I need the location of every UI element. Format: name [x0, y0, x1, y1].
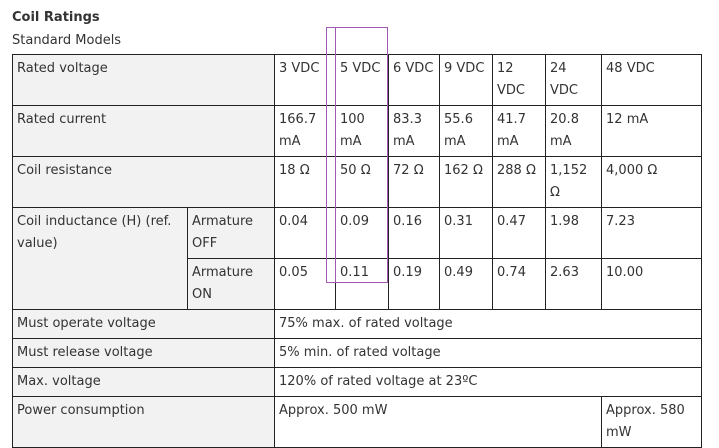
- table-row-rated-current: Rated current 166.7 mA 100 mA 83.3 mA 55…: [11, 105, 703, 157]
- table-cell: 288 Ω: [492, 156, 547, 208]
- table-cell: 12 mA: [601, 105, 703, 157]
- table-cell: 50 Ω: [335, 156, 390, 208]
- table-cell: 0.19: [388, 258, 441, 310]
- table-cell: 75% max. of rated voltage: [274, 309, 703, 339]
- table-cell: 5% min. of rated voltage: [274, 338, 703, 368]
- table-cell: 1.98: [545, 207, 603, 259]
- row-sublabel-armature-off: Armature OFF: [186, 207, 276, 259]
- table-cell: 0.74: [492, 258, 547, 310]
- row-sublabel-armature-on: Armature ON: [186, 258, 276, 310]
- column-header: 3 VDC: [274, 54, 337, 106]
- column-header: 12 VDC: [492, 54, 547, 106]
- table-cell: 166.7 mA: [274, 105, 337, 157]
- table-cell: 0.11: [335, 258, 390, 310]
- table-row-power-consumption: Power consumption Approx. 500 mW Approx.…: [11, 396, 703, 448]
- row-label-max-voltage: Max. voltage: [11, 367, 276, 397]
- row-label-power-consumption: Power consumption: [11, 396, 276, 448]
- table-cell: Approx. 500 mW: [274, 396, 603, 448]
- column-header: 6 VDC: [388, 54, 441, 106]
- table-cell: 41.7 mA: [492, 105, 547, 157]
- table-cell: 7.23: [601, 207, 703, 259]
- column-header: 9 VDC: [439, 54, 494, 106]
- table-cell: 0.09: [335, 207, 390, 259]
- table-cell: 55.6 mA: [439, 105, 494, 157]
- table-cell: 0.04: [274, 207, 337, 259]
- column-header: 5 VDC: [335, 54, 390, 106]
- row-label-coil-inductance: Coil inductance (H) (ref. value): [12, 207, 188, 310]
- table-cell: 10.00: [601, 258, 703, 310]
- row-label-must-release: Must release voltage: [11, 338, 276, 368]
- table-cell: 20.8 mA: [545, 105, 603, 157]
- table-row-coil-resistance: Coil resistance 18 Ω 50 Ω 72 Ω 162 Ω 288…: [11, 156, 703, 208]
- table-cell: 120% of rated voltage at 23ºC: [274, 367, 703, 397]
- table-cell: Approx. 580 mW: [601, 396, 703, 448]
- table-cell: 0.49: [439, 258, 494, 310]
- table-cell: 83.3 mA: [388, 105, 441, 157]
- section-title: Coil Ratings: [12, 10, 100, 25]
- section-subtitle: Standard Models: [12, 33, 122, 48]
- column-header: 48 VDC: [601, 54, 703, 106]
- table-row-armature-off: Coil inductance (H) (ref. value) Armatur…: [12, 207, 703, 310]
- table-row-must-operate: Must operate voltage 75% max. of rated v…: [11, 309, 703, 339]
- row-label-must-operate: Must operate voltage: [11, 309, 276, 339]
- table-cell: 0.31: [439, 207, 494, 259]
- table-cell: 0.05: [274, 258, 337, 310]
- table-row-max-voltage: Max. voltage 120% of rated voltage at 23…: [11, 367, 703, 397]
- table-row-must-release: Must release voltage 5% min. of rated vo…: [11, 338, 703, 368]
- table-cell: 0.47: [492, 207, 547, 259]
- row-label-rated-current: Rated current: [11, 105, 276, 157]
- table-row-rated-voltage: Rated voltage 3 VDC 5 VDC 6 VDC 9 VDC 12…: [11, 54, 703, 106]
- table-row-armature-on: Armature ON 0.05 0.11 0.19 0.49 0.74 2.6…: [13, 258, 703, 310]
- table-cell: 162 Ω: [439, 156, 494, 208]
- table-cell: 2.63: [545, 258, 603, 310]
- table-cell: 4,000 Ω: [601, 156, 703, 208]
- column-header: 24 VDC: [545, 54, 603, 106]
- table-cell: 0.16: [388, 207, 441, 259]
- row-label-rated-voltage: Rated voltage: [11, 54, 276, 106]
- table-cell: 72 Ω: [388, 156, 441, 208]
- table-cell: 18 Ω: [274, 156, 337, 208]
- table-cell: 100 mA: [335, 105, 390, 157]
- row-label-coil-resistance: Coil resistance: [11, 156, 276, 208]
- table-cell: 1,152 Ω: [545, 156, 603, 208]
- coil-ratings-table: Rated voltage 3 VDC 5 VDC 6 VDC 9 VDC 12…: [11, 54, 703, 448]
